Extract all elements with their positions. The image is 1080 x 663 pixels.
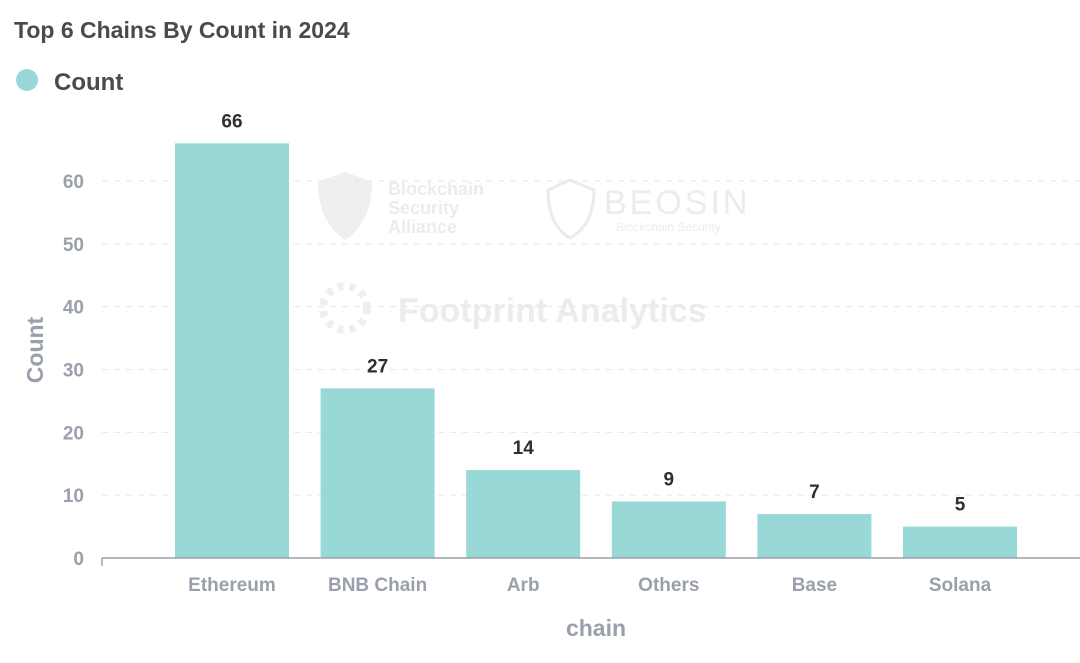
- data-label: 27: [367, 356, 388, 377]
- watermark-text: Security: [388, 198, 459, 218]
- bar[interactable]: [320, 388, 435, 558]
- bar[interactable]: [611, 501, 726, 558]
- bsa-logo-icon: [318, 172, 372, 240]
- x-tick-label: Solana: [929, 575, 992, 596]
- data-label: 9: [664, 469, 675, 490]
- y-tick-label: 50: [63, 235, 84, 256]
- y-tick-label: 60: [63, 172, 84, 193]
- bar[interactable]: [466, 470, 581, 558]
- data-label: 5: [955, 495, 966, 516]
- watermark-text: Footprint Analytics: [398, 292, 707, 330]
- watermark-text: Blockchain: [388, 179, 484, 199]
- chart-title: Top 6 Chains By Count in 2024: [14, 17, 350, 43]
- y-tick-label: 20: [63, 423, 84, 444]
- watermark-text: Blockchain Security: [616, 220, 721, 234]
- y-tick-label: 40: [63, 298, 84, 319]
- x-tick-label: Ethereum: [188, 575, 276, 596]
- legend-label[interactable]: Count: [54, 69, 123, 96]
- x-tick-label: Others: [638, 575, 699, 596]
- y-tick-label: 0: [73, 549, 84, 570]
- x-axis-label: chain: [566, 615, 626, 641]
- footprint-logo-icon: [319, 282, 371, 334]
- beosin-logo-icon: [546, 178, 596, 240]
- y-tick-label: 10: [63, 486, 84, 507]
- watermarks: Blockchain Security Alliance BEOSIN Bloc…: [318, 172, 750, 334]
- data-label: 66: [221, 111, 242, 132]
- bar[interactable]: [757, 514, 872, 558]
- x-tick-label: Base: [792, 575, 837, 596]
- legend-swatch: [16, 69, 38, 91]
- y-axis-label: Count: [22, 316, 48, 383]
- watermark-text: BEOSIN: [604, 184, 750, 222]
- bar[interactable]: [903, 526, 1017, 558]
- x-tick-label: Arb: [507, 575, 540, 596]
- x-tick-label: BNB Chain: [328, 575, 427, 596]
- watermark-text: Alliance: [388, 217, 457, 237]
- data-label: 7: [809, 482, 820, 503]
- bar[interactable]: [175, 143, 289, 558]
- y-tick-label: 30: [63, 361, 84, 382]
- data-label: 14: [513, 438, 535, 459]
